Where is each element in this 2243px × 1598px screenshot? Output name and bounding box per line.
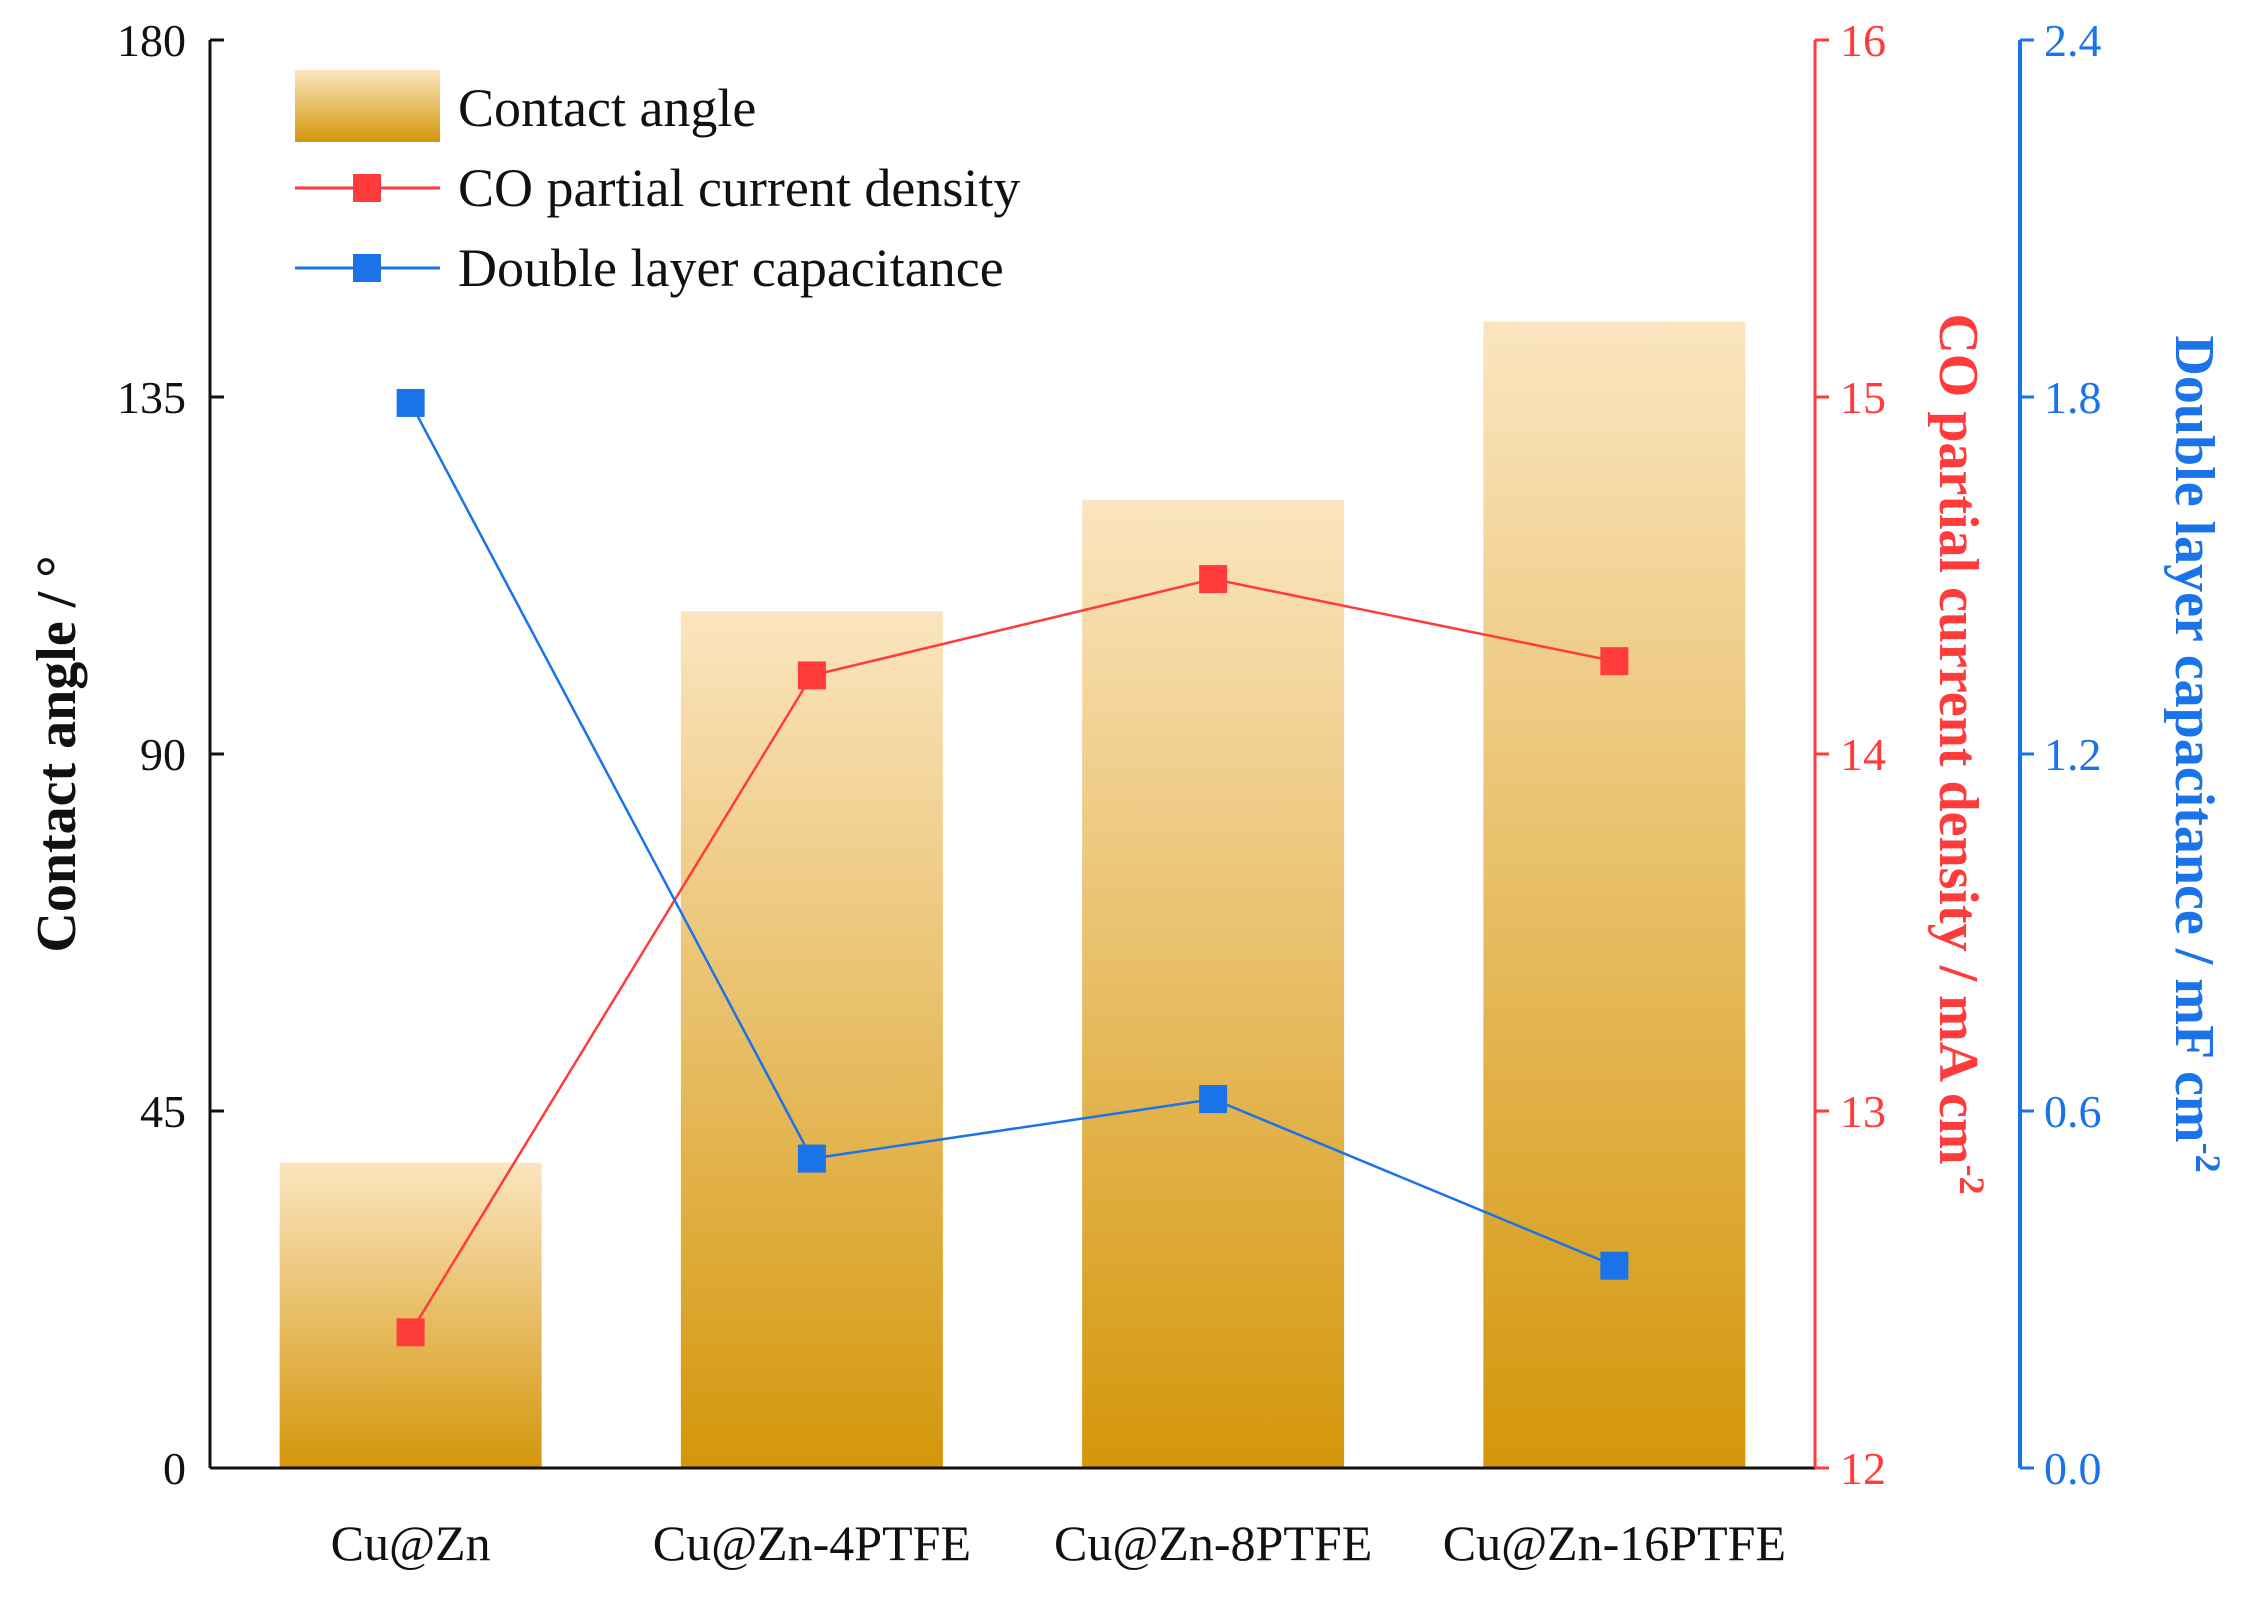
legend-marker-co (353, 174, 381, 202)
right-tick-label-0: 12 (1840, 1443, 1886, 1494)
double-layer-capacitance-point-3 (1199, 1085, 1228, 1114)
lines-layer (396, 388, 1629, 1347)
far-right-tick-label-1: 0.6 (2044, 1086, 2102, 1137)
bar-contact-angle-2 (680, 611, 943, 1468)
far-right-tick-label-3: 1.8 (2044, 372, 2102, 423)
double-layer-capacitance-point-1 (396, 388, 425, 417)
bars-layer (279, 321, 1746, 1469)
category-label-4: Cu@Zn-16PTFE (1443, 1515, 1786, 1571)
legend-swatch-contact-angle (295, 70, 440, 142)
left-tick-label-4: 180 (117, 15, 186, 66)
left-tick-label-2: 90 (140, 729, 186, 780)
co-current-density-point-3 (1199, 565, 1228, 594)
double-layer-capacitance-point-2 (797, 1144, 826, 1173)
co-current-density-line (409, 577, 1615, 1333)
right-axis-title: CO partial current density / mA cm-2 (1927, 313, 1992, 1194)
right-axis-title-sup: -2 (1952, 1165, 1992, 1195)
category-label-2: Cu@Zn-4PTFE (653, 1515, 971, 1571)
left-axis-ticks: 0 45 90 135 180 (117, 15, 224, 1494)
bar-contact-angle-1 (279, 1162, 542, 1468)
co-current-density-point-1 (396, 1318, 425, 1347)
legend-label-contact-angle: Contact angle (458, 78, 756, 138)
category-label-1: Cu@Zn (331, 1515, 491, 1571)
category-tick-labels: Cu@Zn Cu@Zn-4PTFE Cu@Zn-8PTFE Cu@Zn-16PTFE (331, 1515, 1786, 1571)
co-current-density-point-2 (797, 661, 826, 690)
category-label-3: Cu@Zn-8PTFE (1054, 1515, 1372, 1571)
legend: Contact angle CO partial current density… (295, 70, 1020, 298)
legend-label-dlc: Double layer capacitance (458, 238, 1004, 298)
axis-titles: Contact angle / ° CO partial current den… (26, 313, 2228, 1194)
left-tick-label-0: 0 (163, 1443, 186, 1494)
far-right-tick-label-4: 2.4 (2044, 15, 2102, 66)
far-right-tick-label-0: 0.0 (2044, 1443, 2102, 1494)
far-right-axis-ticks: 0.0 0.6 1.2 1.8 2.4 (2020, 15, 2102, 1494)
right-axis-ticks: 12 13 14 15 16 (1815, 15, 1886, 1494)
left-tick-label-3: 135 (117, 372, 186, 423)
double-layer-capacitance-line (409, 402, 1615, 1267)
far-right-axis-title-sup: -2 (2188, 1143, 2228, 1173)
bar-contact-angle-3 (1082, 500, 1345, 1469)
co-current-density-point-4 (1600, 647, 1629, 676)
axes-layer: 0 45 90 135 180 12 13 14 15 16 0.0 0.6 1.2 1.8 2.4 C… (117, 15, 2102, 1571)
bar-contact-angle-4 (1483, 321, 1746, 1469)
right-tick-label-1: 13 (1840, 1086, 1886, 1137)
far-right-tick-label-2: 1.2 (2044, 729, 2102, 780)
right-tick-label-3: 15 (1840, 372, 1886, 423)
right-tick-label-4: 16 (1840, 15, 1886, 66)
left-axis-title: Contact angle / ° (26, 555, 88, 952)
left-tick-label-1: 45 (140, 1086, 186, 1137)
far-right-axis-title: Double layer capacitance / mF cm-2 (2163, 335, 2228, 1172)
right-tick-label-2: 14 (1840, 729, 1886, 780)
legend-marker-dlc (353, 254, 381, 282)
double-layer-capacitance-point-4 (1600, 1251, 1629, 1280)
legend-label-co: CO partial current density (458, 158, 1020, 218)
